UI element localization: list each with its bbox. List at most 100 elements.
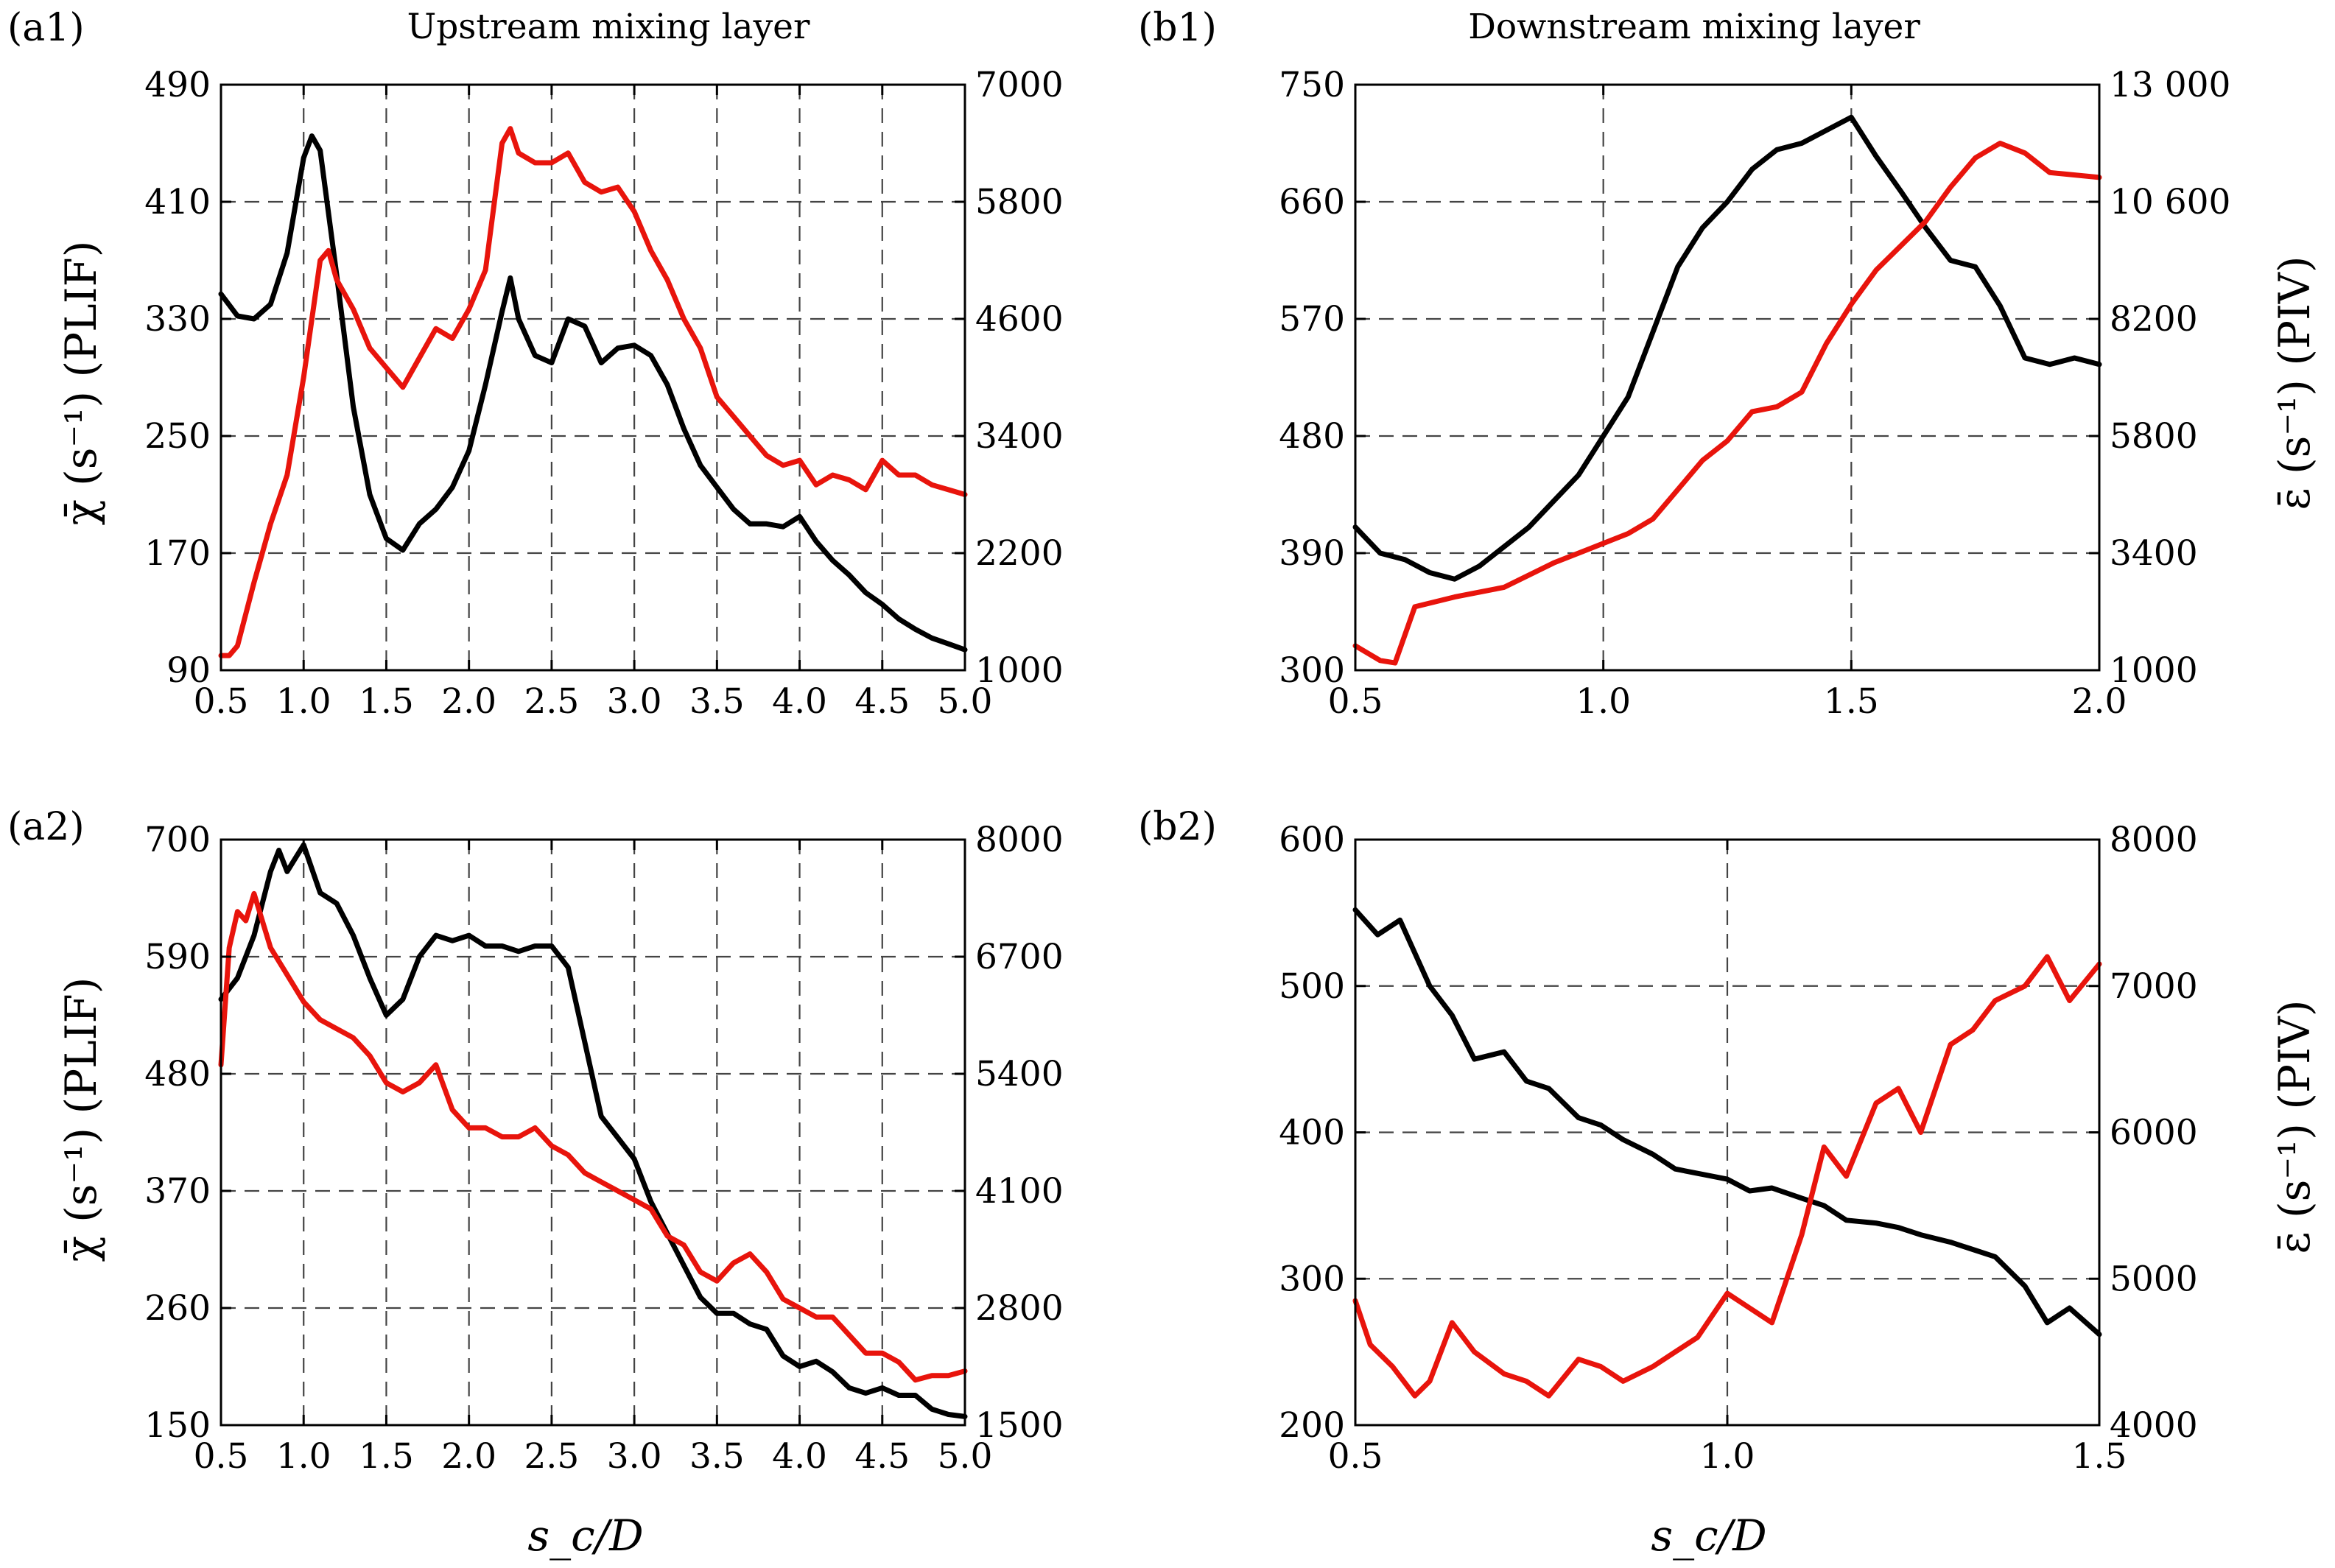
y-right-tick-label: 8000 (2110, 820, 2198, 860)
y-left-tick-label: 490 (144, 65, 211, 105)
x-tick-label: 3.0 (607, 1436, 662, 1477)
x-tick-label: 3.5 (689, 681, 745, 722)
panel-title-a1: Upstream mixing layer (407, 7, 810, 47)
x-tick-label: 4.5 (854, 681, 910, 722)
x-tick-label: 2.5 (524, 1436, 580, 1477)
x-tick-label: 3.5 (689, 1436, 745, 1477)
x-tick-label: 2.0 (2072, 681, 2127, 722)
y-right-tick-label: 5400 (975, 1054, 1064, 1094)
y-left-tick-label: 480 (144, 1054, 211, 1094)
panel-label-a2: (a2) (7, 805, 85, 849)
y-left-tick-label: 90 (166, 650, 211, 691)
panel-a1: (a1) Upstream mixing layer 0.5 1.0 1.5 2.0 2… (7, 6, 1064, 722)
y-right-tick-label: 1000 (2110, 650, 2198, 691)
y-left-tick-label: 660 (1279, 182, 1345, 222)
x-tick-label: 5.0 (938, 1436, 993, 1477)
y-right-tick-label: 3400 (2110, 533, 2198, 574)
x-tick-label: 1.5 (2072, 1436, 2127, 1477)
x-tick-label: 2.5 (524, 681, 580, 722)
epsilon-series-line (218, 126, 968, 658)
panel-a2: (a2) 0.5 1.0 1.5 2.0 2.5 3.0 3.5 4.0 4.5 5.0 150 26… (7, 805, 1064, 1477)
y-left-tick-label: 570 (1279, 299, 1345, 340)
y-right-tick-label: 13 000 (2110, 65, 2230, 105)
x-tick-label: 1.0 (1700, 1436, 1755, 1477)
y-left-tick-label: 480 (1279, 416, 1345, 457)
y-right-tick-label: 5800 (2110, 416, 2198, 457)
left-axis-label-bottom: χ̄ (s⁻¹) (PLIF) (56, 977, 106, 1262)
x-tick-label: 1.0 (1576, 681, 1631, 722)
plot-frame (220, 83, 966, 672)
y-right-tick-label: 4000 (2110, 1405, 2198, 1446)
x-axis-label-a2: s_c/D (527, 1511, 643, 1561)
y-left-tick-label: 700 (144, 820, 211, 860)
panel-label-b2: (b2) (1138, 805, 1217, 849)
x-tick-label: 1.5 (359, 681, 414, 722)
y-left-tick-label: 150 (144, 1405, 211, 1446)
y-left-tick-label: 370 (144, 1171, 211, 1212)
y-left-tick-label: 400 (1279, 1113, 1345, 1153)
y-left-tick-label: 200 (1279, 1405, 1345, 1446)
y-right-tick-label: 5000 (2110, 1259, 2198, 1299)
y-right-tick-label: 1500 (975, 1405, 1064, 1446)
y-left-tick-label: 170 (144, 533, 211, 574)
x-tick-label: 4.0 (772, 1436, 827, 1477)
plot-frame (220, 838, 966, 1427)
y-right-tick-label: 10 600 (2110, 182, 2230, 222)
chi-series-line (218, 842, 968, 1419)
x-tick-label: 4.5 (854, 1436, 910, 1477)
x-tick-label: 1.0 (276, 681, 331, 722)
epsilon-series-line (218, 890, 968, 1383)
chi-series-line (1352, 907, 2102, 1337)
y-left-tick-label: 250 (144, 416, 211, 457)
y-right-tick-label: 2800 (975, 1288, 1064, 1329)
x-tick-label: 2.0 (441, 1436, 496, 1477)
y-right-tick-label: 7000 (975, 65, 1064, 105)
panel-title-b1: Downstream mixing layer (1468, 7, 1920, 47)
x-tick-label: 1.0 (276, 1436, 331, 1477)
plot-frame (1354, 83, 2101, 672)
epsilon-series-line (1352, 141, 2102, 666)
y-left-tick-label: 500 (1279, 966, 1345, 1007)
chi-series-line (1352, 114, 2102, 582)
y-right-tick-label: 6700 (975, 937, 1064, 977)
y-right-tick-label: 2200 (975, 533, 1064, 574)
x-tick-label: 3.0 (607, 681, 662, 722)
x-tick-label: 4.0 (772, 681, 827, 722)
y-right-tick-label: 3400 (975, 416, 1064, 457)
right-axis-label-bottom: ε̄ (s⁻¹) (PIV) (2269, 1000, 2320, 1254)
y-left-tick-label: 590 (144, 937, 211, 977)
y-left-tick-label: 300 (1279, 650, 1345, 691)
x-tick-label: 0.5 (1328, 1436, 1383, 1477)
x-tick-label: 0.5 (1328, 681, 1383, 722)
x-tick-label: 5.0 (938, 681, 993, 722)
x-tick-label: 1.5 (359, 1436, 414, 1477)
x-tick-label: 0.5 (194, 1436, 249, 1477)
y-left-tick-label: 300 (1279, 1259, 1345, 1299)
y-right-tick-label: 5800 (975, 182, 1064, 222)
x-tick-label: 0.5 (194, 681, 249, 722)
panel-label-a1: (a1) (7, 6, 85, 50)
epsilon-series-line (1352, 954, 2102, 1399)
panel-b1: (b1) Downstream mixing layer 0.5 1.0 1.5 2.… (1138, 6, 2230, 722)
y-right-tick-label: 4600 (975, 299, 1064, 340)
y-right-tick-label: 4100 (975, 1171, 1064, 1212)
y-right-tick-label: 6000 (2110, 1113, 2198, 1153)
y-left-tick-label: 330 (144, 299, 211, 340)
y-left-tick-label: 390 (1279, 533, 1345, 574)
panel-label-b1: (b1) (1138, 6, 1217, 50)
y-left-tick-label: 410 (144, 182, 211, 222)
y-right-tick-label: 1000 (975, 650, 1064, 691)
y-left-tick-label: 600 (1279, 820, 1345, 860)
x-axis-label-b2: s_c/D (1651, 1511, 1766, 1561)
y-left-tick-label: 260 (144, 1288, 211, 1329)
y-right-tick-label: 7000 (2110, 966, 2198, 1007)
x-tick-label: 2.0 (441, 681, 496, 722)
y-right-tick-label: 8200 (2110, 299, 2198, 340)
right-axis-label-top: ε̄ (s⁻¹) (PIV) (2269, 256, 2320, 510)
left-axis-label-top: χ̄ (s⁻¹) (PLIF) (56, 241, 106, 526)
x-tick-label: 1.5 (1824, 681, 1879, 722)
y-left-tick-label: 750 (1279, 65, 1345, 105)
chi-series-line (218, 133, 968, 653)
y-right-tick-label: 8000 (975, 820, 1064, 860)
